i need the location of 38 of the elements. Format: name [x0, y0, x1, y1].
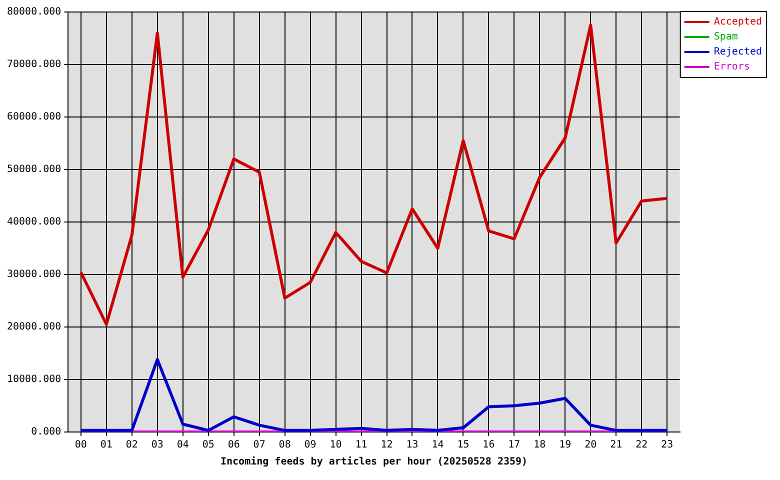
x-tick-label: 13 [406, 440, 418, 451]
legend-label: Spam [714, 32, 738, 43]
x-tick-label: 01 [100, 440, 112, 451]
y-tick-label: 0.000 [31, 426, 62, 438]
x-tick-label: 20 [584, 440, 597, 451]
x-tick-label: 02 [126, 440, 138, 451]
y-tick-label: 60000.000 [6, 112, 62, 123]
x-tick-label: 06 [228, 440, 240, 451]
x-tick-label: 19 [559, 440, 572, 451]
x-tick-label: 14 [432, 440, 444, 451]
x-tick-label: 05 [202, 440, 214, 451]
x-tick-label: 00 [74, 440, 87, 451]
x-tick-label: 12 [380, 440, 393, 451]
x-tick-label: 18 [534, 440, 546, 451]
y-tick-label: 40000.000 [6, 216, 62, 228]
x-axis-title: Incoming feeds by articles per hour (20250528 2359) [220, 456, 528, 468]
legend-label: Accepted [714, 16, 762, 28]
x-tick-label: 22 [636, 440, 648, 451]
x-tick-label: 10 [330, 440, 342, 451]
x-tick-label: 03 [151, 440, 164, 451]
y-tick-label: 30000.000 [6, 269, 62, 280]
x-tick-label: 09 [304, 440, 316, 451]
x-tick-label: 04 [176, 440, 189, 451]
y-tick-label: 80000.000 [6, 6, 62, 18]
x-tick-label: 15 [457, 440, 470, 451]
legend-label: Rejected [714, 46, 762, 58]
x-tick-label: 07 [253, 440, 266, 451]
x-tick-label: 21 [610, 440, 622, 451]
legend-label: Errors [714, 62, 750, 73]
y-tick-label: 70000.000 [6, 59, 62, 70]
x-tick-label: 17 [508, 440, 520, 451]
y-tick-label: 10000.000 [6, 374, 62, 386]
x-tick-label: 11 [355, 440, 368, 451]
x-tick-label: 16 [482, 440, 495, 451]
y-tick-label: 20000.000 [6, 322, 62, 333]
x-tick-label: 08 [278, 440, 291, 451]
x-tick-label: 23 [661, 440, 674, 451]
y-tick-label: 50000.000 [6, 164, 62, 176]
